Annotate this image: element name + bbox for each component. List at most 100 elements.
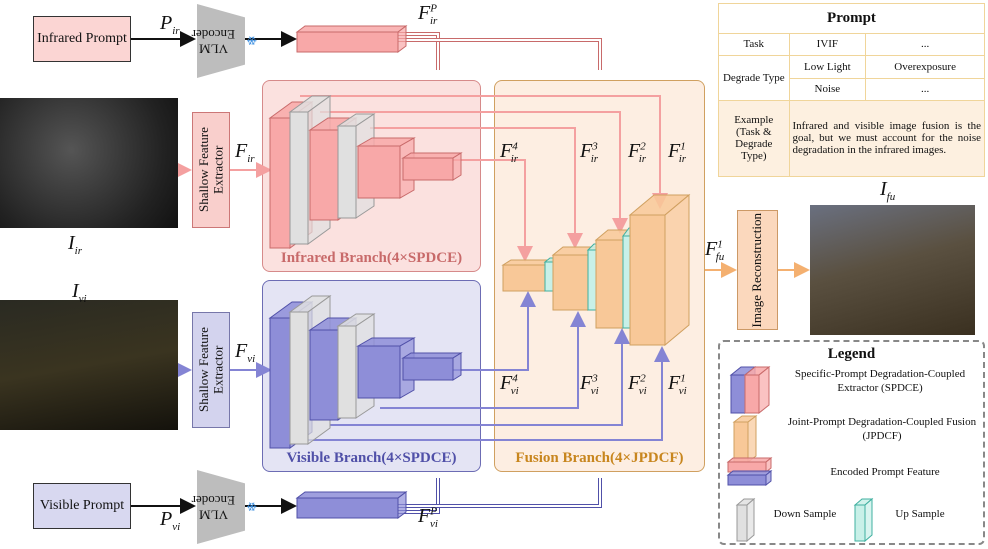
fused-image (810, 205, 975, 335)
prompt-feature-arrow (398, 39, 601, 70)
label-p-ir: Pir (160, 12, 180, 37)
legend-spdce-icon (744, 374, 760, 414)
skip-ir-1 (300, 95, 668, 209)
example-label: Example (Task & Degrade Type) (718, 99, 790, 178)
degrade-value: ... (865, 77, 985, 101)
skip-vi-3 (380, 311, 586, 409)
label-i-vi: Ivi (72, 280, 87, 305)
spdce-block-ir (309, 129, 339, 221)
degrade-value: Low Light (788, 55, 867, 79)
prompt-table-title: Prompt (718, 3, 985, 34)
spdce-block-ir (401, 152, 463, 159)
label-p-vi: Pvi (160, 508, 181, 533)
jpdcf-block (502, 264, 546, 292)
task-value: ... (865, 32, 985, 57)
spdce-block-ir (402, 157, 454, 181)
image-reconstruction: Image Reconstruction (737, 210, 778, 330)
encoded-prompt-feature-vi (295, 491, 408, 499)
label-f-irp: FPir (418, 2, 438, 27)
legend-encoded: Encoded Prompt Feature (830, 466, 940, 478)
prompt-feature-arrow (398, 33, 439, 70)
label-f-ir: Fir (235, 140, 255, 165)
legend-encoded-icon (727, 474, 767, 486)
image-reconstruction-label: Image Reconstruction (749, 212, 765, 328)
legend-down-sample: Down Sample (773, 508, 837, 520)
vlm-encoder-vi: ❄ VLM Encoder (192, 470, 258, 544)
infrared-image (0, 98, 178, 228)
legend: Legend Specific-Prompt Degradation-Coupl… (718, 340, 985, 545)
jpdcf-block (629, 214, 666, 346)
degrade-value: Overexposure (865, 55, 985, 79)
label-f-vi2: F2vi (628, 372, 647, 397)
label-i-ir: Iir (68, 232, 83, 257)
prompt-feature-arrow (398, 478, 439, 513)
label-f-ir2: F2ir (628, 140, 647, 165)
degrade-type-label: Degrade Type (718, 55, 790, 101)
prompt-table: Prompt Task IVIF... Degrade Type Low Light… (718, 3, 986, 178)
shallow-extractor-ir: Shallow Feature Extractor (192, 112, 230, 228)
visible-prompt-box: Visible Prompt (33, 483, 131, 529)
skip-ir-2 (320, 111, 628, 234)
skip-ir-3 (370, 127, 583, 249)
label-f-vi3: F3vi (580, 372, 599, 397)
encoded-prompt-feature-ir (295, 25, 408, 33)
downsample-block (289, 111, 309, 245)
degrade-value: Noise (788, 77, 867, 101)
example-text: Infrared and visible image fusion is the… (788, 99, 986, 178)
prompt-feature-arrow (398, 38, 602, 70)
task-label: Task (718, 32, 790, 57)
spdce-block-vi (357, 345, 401, 399)
encoded-prompt-feature-ir (296, 31, 399, 53)
vlm-encoder-ir: ❄ VLM Encoder (192, 4, 258, 78)
upsample-block (587, 249, 597, 311)
spdce-block-vi (269, 317, 291, 449)
shallow-extractor-vi-label: Shallow Feature Extractor (195, 327, 225, 413)
legend-spdce: Specific-Prompt Degradation-Coupled Extr… (794, 368, 966, 394)
upsample-block (544, 261, 554, 292)
label-i-fu: Ifu (880, 178, 896, 203)
shallow-extractor-ir-label: Shallow Feature Extractor (195, 127, 225, 213)
legend-down-icon (736, 504, 748, 542)
jpdcf-block (595, 239, 624, 329)
prompt-feature-arrow (398, 478, 602, 508)
jpdcf-block (552, 254, 589, 311)
visible-image (0, 300, 178, 430)
jpdcf-block (664, 193, 690, 347)
prompt-feature-arrow (398, 478, 601, 507)
spdce-block-vi (401, 352, 463, 359)
shallow-extractor-vi: Shallow Feature Extractor (192, 312, 230, 428)
label-f-fu1: F1fu (705, 238, 725, 263)
spdce-block-ir (452, 152, 462, 181)
downsample-block (337, 125, 357, 219)
snowflake-icon: ❄ (243, 500, 258, 516)
skip-vi-2 (330, 328, 630, 426)
vlm-encoder-label: VLM Encoder (191, 493, 236, 523)
label-f-vi: Fvi (235, 340, 256, 365)
spdce-block-vi (452, 352, 462, 381)
spdce-block-vi (402, 357, 454, 381)
task-value: IVIF (788, 32, 867, 57)
spdce-block-ir (269, 117, 291, 249)
skip-vi-1 (300, 346, 670, 441)
legend-title: Legend (827, 346, 876, 362)
spdce-block-vi (309, 329, 339, 421)
downsample-block (337, 325, 357, 419)
legend-up-sample: Up Sample (895, 508, 945, 520)
infrared-prompt-box: Infrared Prompt (33, 16, 131, 62)
skip-ir-4 (453, 159, 533, 262)
label-f-ir4: F4ir (500, 140, 519, 165)
label-f-ir3: F3ir (580, 140, 599, 165)
skip-vi-4 (453, 291, 536, 371)
spdce-block-ir (357, 145, 401, 199)
label-f-vip: FPvi (418, 505, 438, 530)
encoded-prompt-feature-vi (296, 497, 399, 519)
legend-up-icon (854, 504, 866, 542)
label-f-ir1: F1ir (668, 140, 687, 165)
legend-jpdcf: Joint-Prompt Degradation-Coupled Fusion … (787, 416, 977, 442)
label-f-vi1: F1vi (668, 372, 687, 397)
snowflake-icon: ❄ (243, 34, 258, 50)
downsample-block (289, 311, 309, 445)
label-f-vi4: F4vi (500, 372, 519, 397)
